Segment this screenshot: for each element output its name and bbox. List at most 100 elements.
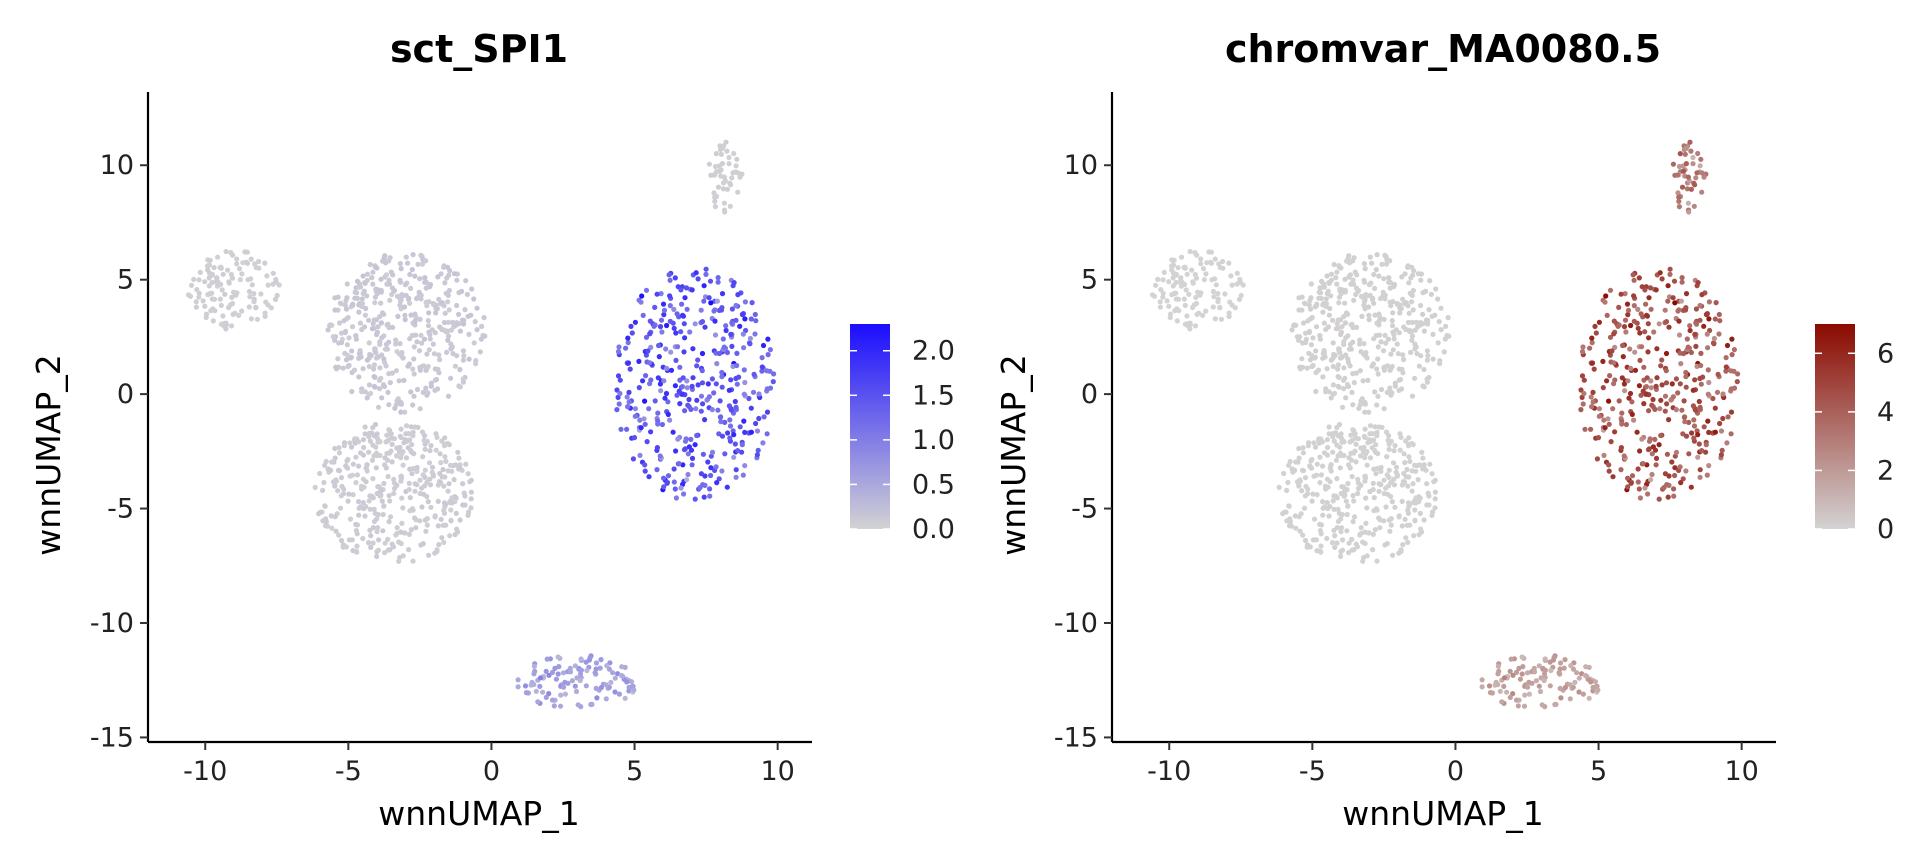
data-point [460, 348, 466, 354]
data-point [715, 407, 721, 413]
data-point [625, 360, 632, 366]
data-point [329, 525, 335, 531]
data-point [1361, 302, 1367, 308]
data-point [722, 419, 728, 425]
data-point [1677, 381, 1683, 387]
data-point [1308, 295, 1314, 301]
data-point [1318, 278, 1325, 284]
data-point [1386, 279, 1392, 285]
data-point [436, 542, 442, 548]
data-point [695, 276, 701, 282]
data-point [1160, 294, 1166, 300]
data-point [1338, 329, 1344, 335]
data-point [1701, 174, 1707, 180]
data-point [1629, 399, 1635, 405]
data-point [414, 339, 420, 345]
data-point [1663, 380, 1670, 386]
data-point [378, 375, 384, 381]
data-point [1673, 376, 1679, 382]
data-point [239, 308, 245, 314]
y-tick-label: 0 [117, 379, 134, 410]
data-point [679, 301, 685, 307]
data-point [617, 390, 623, 397]
data-point [1531, 669, 1538, 675]
data-point [1348, 432, 1354, 438]
data-point [1691, 180, 1697, 186]
data-point [1724, 342, 1731, 349]
data-point [1183, 287, 1189, 293]
data-point [398, 455, 404, 461]
data-point [589, 701, 595, 708]
data-point [1310, 335, 1316, 341]
data-point [375, 484, 381, 490]
data-point [1330, 449, 1336, 455]
data-point [378, 487, 384, 493]
data-point [739, 449, 745, 455]
data-point [1421, 328, 1427, 334]
data-point [251, 291, 257, 297]
x-tick-label: -10 [1147, 756, 1191, 787]
data-point [356, 309, 362, 315]
data-point [445, 468, 451, 474]
data-point [1357, 337, 1363, 343]
data-point [434, 434, 440, 440]
data-point [406, 547, 412, 553]
data-point [338, 475, 345, 481]
data-point [444, 349, 450, 355]
data-point [1705, 345, 1711, 351]
data-point [432, 387, 438, 393]
data-point [1313, 472, 1320, 478]
data-point [1387, 258, 1393, 264]
data-point [427, 336, 433, 342]
data-point [1586, 695, 1592, 701]
data-point [364, 468, 370, 474]
data-point [719, 369, 725, 376]
data-point [214, 283, 220, 289]
data-point [1443, 323, 1449, 329]
data-point [1370, 295, 1376, 301]
data-point [1648, 385, 1654, 391]
data-point [569, 678, 576, 684]
data-point [1382, 296, 1388, 302]
x-tick-label: 10 [760, 756, 794, 787]
data-point [1639, 436, 1645, 442]
data-point [419, 429, 426, 435]
data-point [1682, 414, 1688, 420]
data-point [477, 349, 483, 355]
data-point [323, 458, 329, 465]
data-point [342, 329, 348, 336]
y-tick-label: 5 [117, 265, 134, 296]
data-point [1418, 277, 1424, 283]
data-point [557, 703, 564, 709]
data-point [1353, 541, 1359, 547]
data-point [1624, 301, 1631, 307]
data-point [381, 503, 387, 509]
data-point [1361, 279, 1368, 285]
data-point [336, 445, 342, 451]
data-point [1522, 692, 1528, 698]
data-point [672, 383, 679, 389]
data-point [312, 484, 318, 490]
data-point [1641, 364, 1647, 370]
data-point [383, 363, 389, 369]
data-point [205, 263, 211, 269]
data-point [1181, 264, 1187, 271]
data-point [1690, 387, 1696, 393]
data-point [1579, 349, 1586, 355]
data-point [1391, 336, 1397, 342]
data-point [1234, 281, 1240, 287]
data-point [1347, 439, 1353, 445]
data-point [1402, 460, 1408, 466]
data-point [1356, 405, 1362, 411]
data-point [1646, 408, 1652, 414]
data-point [354, 472, 360, 478]
data-point [1658, 432, 1664, 439]
data-point [1387, 528, 1393, 534]
data-point [567, 669, 574, 675]
data-point [1659, 276, 1665, 282]
data-point [1517, 676, 1523, 682]
data-point [462, 493, 468, 499]
data-point [686, 396, 692, 403]
data-point [1677, 151, 1683, 157]
data-point [407, 437, 413, 443]
